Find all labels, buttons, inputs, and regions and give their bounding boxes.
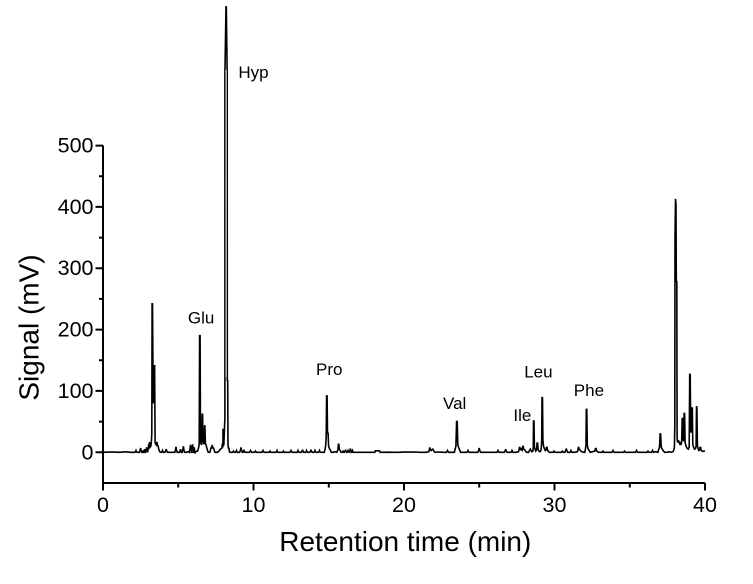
svg-text:40: 40: [693, 493, 717, 517]
svg-text:20: 20: [392, 493, 416, 517]
svg-text:Val: Val: [443, 394, 466, 413]
svg-text:0: 0: [82, 440, 94, 464]
svg-text:Retention time (min): Retention time (min): [279, 526, 531, 557]
svg-text:Ile: Ile: [513, 406, 531, 425]
svg-text:400: 400: [58, 195, 94, 219]
svg-text:Signal (mV): Signal (mV): [14, 254, 45, 400]
svg-text:Leu: Leu: [524, 363, 552, 382]
svg-text:0: 0: [97, 493, 109, 517]
svg-text:100: 100: [58, 379, 94, 403]
svg-text:Pro: Pro: [316, 360, 342, 379]
svg-text:500: 500: [58, 134, 94, 158]
svg-text:Hyp: Hyp: [238, 63, 268, 82]
svg-text:30: 30: [543, 493, 567, 517]
svg-text:200: 200: [58, 318, 94, 342]
svg-text:10: 10: [242, 493, 266, 517]
svg-text:Glu: Glu: [188, 309, 214, 328]
svg-text:300: 300: [58, 256, 94, 280]
svg-text:Phe: Phe: [574, 381, 604, 400]
